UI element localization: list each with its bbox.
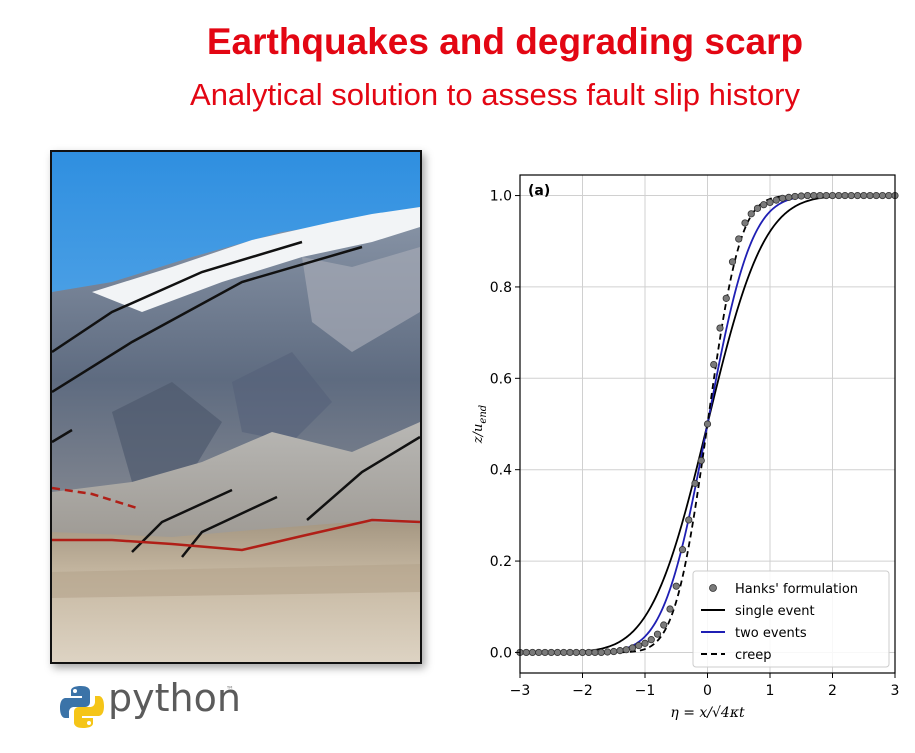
hanks-data-point xyxy=(685,516,693,524)
python-trademark: ™ xyxy=(226,685,234,694)
hanks-data-point xyxy=(716,324,724,332)
hanks-data-point xyxy=(622,646,630,654)
y-tick-label: 0.6 xyxy=(490,371,512,387)
hanks-data-point xyxy=(591,648,599,657)
hanks-data-point xyxy=(853,191,862,200)
hanks-data-point xyxy=(585,648,593,657)
mountain-fault-scarp-photo-icon xyxy=(52,152,420,662)
hanks-data-point xyxy=(597,648,605,657)
hanks-data-point xyxy=(547,648,555,657)
slide-title: Earthquakes and degrading scarp xyxy=(206,21,804,62)
hanks-data-point xyxy=(678,546,687,554)
hanks-data-point xyxy=(635,641,643,650)
hanks-data-point xyxy=(791,192,799,201)
fault-scarp-photo xyxy=(50,150,422,664)
hanks-data-point xyxy=(728,258,737,266)
hanks-data-point xyxy=(766,198,774,207)
hanks-data-point xyxy=(691,479,699,487)
hanks-data-point xyxy=(672,582,680,590)
hanks-data-point xyxy=(566,648,574,657)
legend-label: single event xyxy=(735,604,815,619)
python-logo xyxy=(60,684,260,732)
hanks-data-point xyxy=(553,648,562,657)
x-tick-label: 1 xyxy=(766,683,775,699)
hanks-data-point xyxy=(535,648,543,657)
x-tick-label: −2 xyxy=(572,683,593,699)
hanks-data-point xyxy=(878,191,887,200)
x-tick-label: −1 xyxy=(635,683,656,699)
hanks-data-point xyxy=(747,210,755,218)
x-tick-label: 0 xyxy=(703,683,712,699)
hanks-data-point xyxy=(772,196,780,204)
hanks-data-point xyxy=(753,204,762,212)
hanks-data-point xyxy=(628,644,637,652)
hanks-data-point xyxy=(810,191,818,200)
hanks-data-point xyxy=(828,191,837,200)
x-tick-label: 2 xyxy=(828,683,837,699)
legend-label: two events xyxy=(735,626,807,641)
slide-subtitle: Analytical solution to assess fault slip… xyxy=(190,77,800,112)
hanks-data-point xyxy=(710,361,718,369)
hanks-data-point xyxy=(760,201,768,209)
hanks-data-point xyxy=(885,191,893,200)
x-tick-label: 3 xyxy=(891,683,900,699)
hanks-data-point xyxy=(653,630,662,638)
hanks-data-point xyxy=(522,648,530,657)
python-logo-icon xyxy=(60,686,104,728)
hanks-data-point xyxy=(560,648,568,657)
chart-grid xyxy=(519,175,896,673)
hanks-data-point xyxy=(822,191,830,200)
x-axis-label: η = x/√4κt xyxy=(670,705,745,721)
y-tick-label: 0.8 xyxy=(490,280,512,296)
hanks-data-point xyxy=(722,294,730,302)
hanks-data-point xyxy=(816,191,824,200)
python-wordmark: python xyxy=(108,676,241,720)
legend-marker xyxy=(709,584,717,592)
legend-label: Hanks' formulation xyxy=(735,582,858,597)
erf-profile-chart: −3 −2 −1 0 1 2 3 0.0 0.2 0.4 0.6 0.8 1.0 (a) η = x/√… xyxy=(471,174,900,721)
chart-ticks: −3 −2 −1 0 1 2 3 0.0 0.2 0.4 0.6 0.8 1.0 xyxy=(490,189,900,699)
y-tick-label: 0.0 xyxy=(490,645,512,661)
hanks-data-point xyxy=(647,636,655,644)
hanks-data-point xyxy=(697,456,705,465)
y-tick-label: 0.4 xyxy=(490,463,512,479)
hanks-data-point xyxy=(641,639,649,647)
y-tick-label: 0.2 xyxy=(490,554,512,570)
hanks-data-point xyxy=(835,191,843,200)
legend-label: creep xyxy=(735,648,771,663)
hanks-data-point xyxy=(541,648,549,657)
hanks-data-point xyxy=(603,648,612,656)
hanks-data-point xyxy=(847,191,855,200)
y-tick-label: 1.0 xyxy=(490,189,512,205)
hanks-data-point xyxy=(572,648,580,657)
hanks-data-point xyxy=(841,191,849,200)
hanks-data-point xyxy=(797,192,805,200)
hanks-data-point xyxy=(785,193,793,201)
hanks-data-point xyxy=(578,648,587,657)
hanks-data-point xyxy=(703,420,712,428)
hanks-data-point xyxy=(872,191,880,200)
chart-markers xyxy=(516,191,899,657)
hanks-data-point xyxy=(616,647,624,655)
hanks-data-point xyxy=(860,191,868,200)
hanks-data-point xyxy=(778,194,787,202)
panel-label: (a) xyxy=(528,183,550,199)
hanks-data-point xyxy=(735,235,743,243)
legend-box xyxy=(692,570,890,668)
hanks-data-point xyxy=(803,191,812,200)
hanks-data-point xyxy=(866,191,874,200)
y-axis-label: z/uend xyxy=(471,405,489,444)
x-tick-label: −3 xyxy=(510,683,531,699)
hanks-data-point xyxy=(610,647,618,656)
hanks-data-point xyxy=(741,219,749,227)
hanks-data-point xyxy=(528,648,537,657)
hanks-data-point xyxy=(666,605,674,613)
chart-legend: Hanks' formulation single event two events… xyxy=(692,570,890,668)
hanks-data-point xyxy=(660,621,668,629)
